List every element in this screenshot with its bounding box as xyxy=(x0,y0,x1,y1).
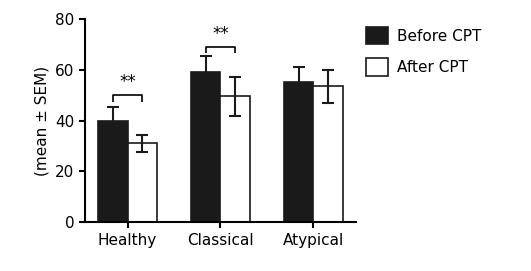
Bar xyxy=(191,72,220,222)
Bar xyxy=(313,86,342,222)
Text: **: ** xyxy=(119,73,136,91)
Bar xyxy=(127,143,157,222)
Bar xyxy=(98,121,127,222)
Y-axis label: (mean ± SEM): (mean ± SEM) xyxy=(35,66,49,176)
Legend: Before CPT, After CPT: Before CPT, After CPT xyxy=(366,27,481,76)
Text: **: ** xyxy=(212,25,229,43)
Bar xyxy=(220,96,250,222)
Bar xyxy=(284,82,313,222)
